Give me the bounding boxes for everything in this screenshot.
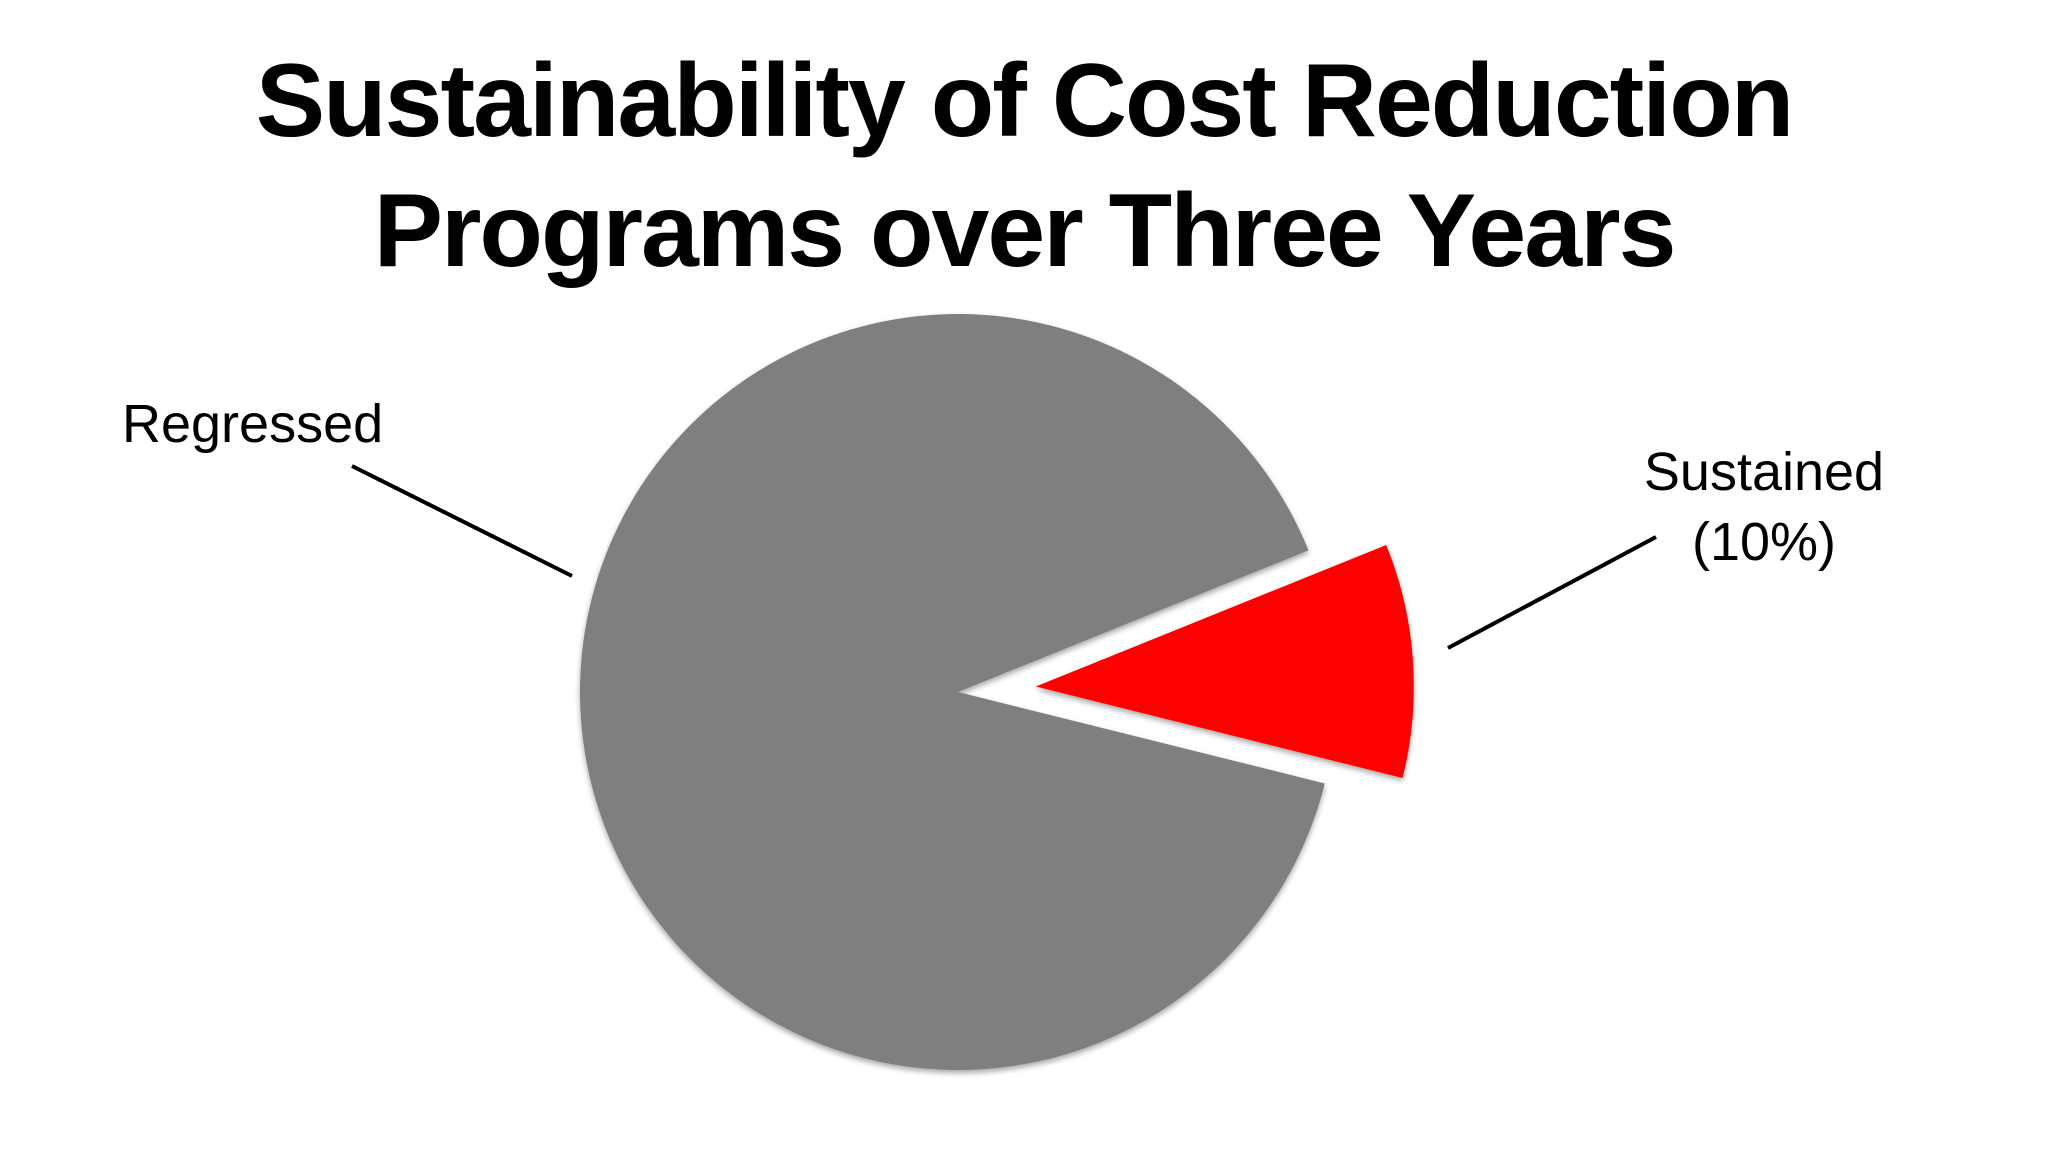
- pie-slice-sustained: [1035, 544, 1414, 779]
- slice-label-regressed: Regressed: [122, 394, 383, 454]
- pie-slice-regressed: [579, 313, 1325, 1070]
- leader-line-regressed: [351, 464, 573, 578]
- chart-title-line-2: Programs over Three Years: [373, 173, 1677, 289]
- slice-label-sustained-percent: (10%): [1692, 512, 1836, 572]
- pie-slices: [579, 313, 1414, 1070]
- chart-title-line-1: Sustainability of Cost Reduction: [255, 43, 1795, 159]
- leader-line-sustained: [1447, 535, 1657, 650]
- chart-title: Sustainability of Cost Reduction Program…: [0, 36, 2048, 296]
- slice-label-sustained: Sustained: [1644, 442, 1884, 502]
